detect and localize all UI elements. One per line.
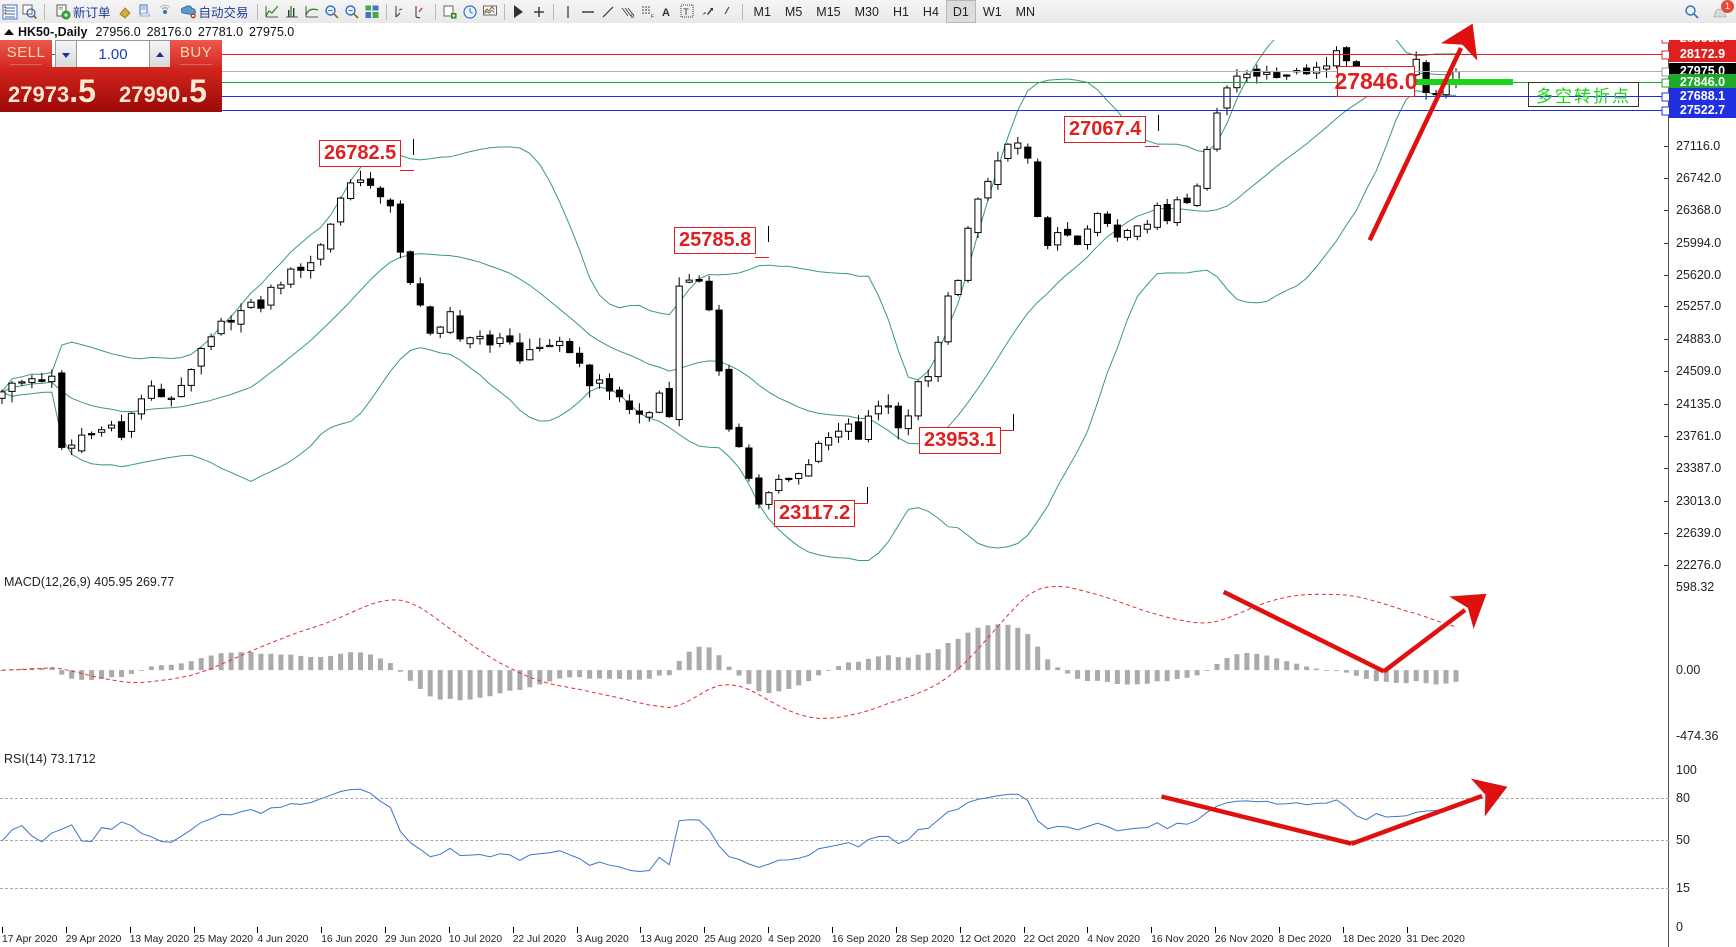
svg-text:E: E bbox=[631, 14, 635, 20]
svg-text:A: A bbox=[662, 7, 670, 19]
svg-text:T: T bbox=[683, 7, 689, 17]
svg-text:F: F bbox=[651, 14, 654, 20]
